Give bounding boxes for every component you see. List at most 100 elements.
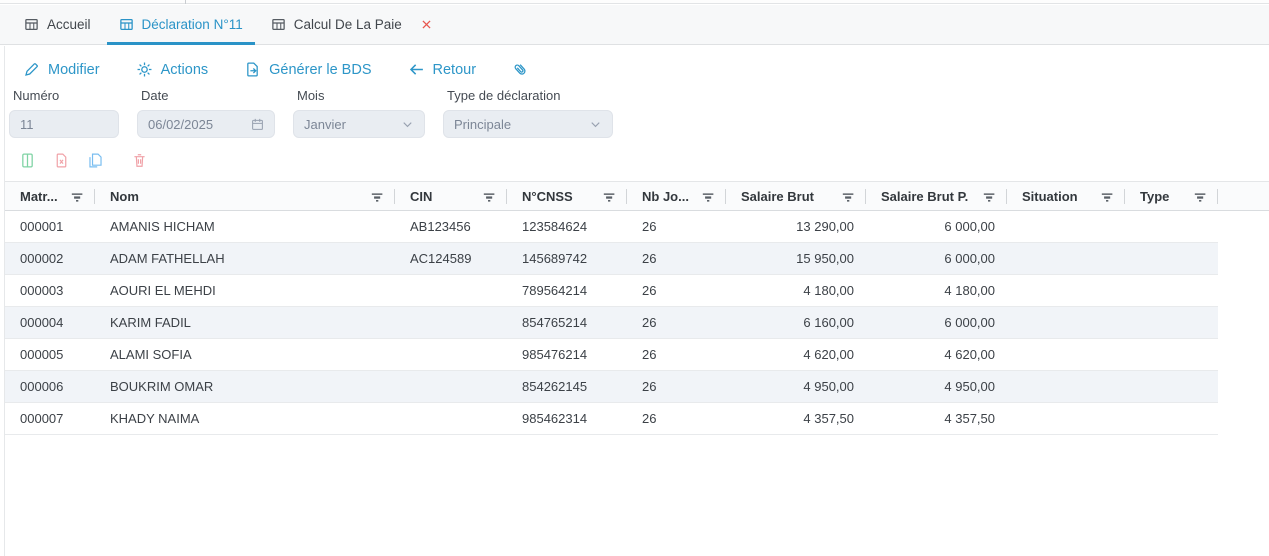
col-situation-header[interactable]: Situation xyxy=(1007,182,1125,210)
col-type-header[interactable]: Type xyxy=(1125,182,1218,210)
chevron-down-icon xyxy=(588,117,603,132)
col-nom-cell: KARIM FADIL xyxy=(110,315,191,330)
col-nom-cell: AMANIS HICHAM xyxy=(110,219,215,234)
grid-body: 000001 AMANIS HICHAM AB123456 123584624 26 13… xyxy=(5,211,1218,435)
column-label: Salaire Brut P. xyxy=(881,188,969,204)
col-nb-jours-header[interactable]: Nb Jo... xyxy=(627,182,726,210)
col-type-cell xyxy=(1125,371,1218,402)
table-row[interactable]: 000002 ADAM FATHELLAH AC124589 145689742 26 1… xyxy=(5,243,1218,275)
column-label: Situation xyxy=(1022,188,1078,204)
numero-field-group: Numéro 11 xyxy=(9,86,119,138)
table-row[interactable]: 000006 BOUKRIM OMAR 854262145 26 4 950,00 4 9… xyxy=(5,371,1218,403)
content-panel: Modifier Actions Générer le BDS Retour Numé… xyxy=(4,46,1269,556)
col-matricule-header[interactable]: Matr... xyxy=(5,182,95,210)
filter-icon[interactable] xyxy=(603,191,616,202)
grid-header: Matr... Nom CIN N°CNSS Nb Jo... Salaire Brut S… xyxy=(5,181,1269,211)
column-label: N°CNSS xyxy=(522,188,573,204)
col-salaire-brut-p-cell: 4 620,00 xyxy=(944,347,995,362)
filter-icon[interactable] xyxy=(842,191,855,202)
table-row[interactable]: 000003 AOURI EL MEHDI 789564214 26 4 180,00 4… xyxy=(5,275,1218,307)
col-situation-cell xyxy=(1007,307,1125,338)
delete-button[interactable] xyxy=(131,152,148,169)
col-cin-cell: AC124589 xyxy=(410,251,472,266)
paperclip-icon xyxy=(512,61,529,78)
tab-calcul-de-la-paie[interactable]: Calcul De La Paie xyxy=(257,5,416,44)
col-ncnss-cell: 854765214 xyxy=(522,315,588,330)
attachment-button[interactable] xyxy=(512,61,529,78)
retour-button[interactable]: Retour xyxy=(408,61,477,78)
edit-file-icon xyxy=(87,152,104,169)
modifier-button[interactable]: Modifier xyxy=(23,61,100,78)
generer-le-bds-button[interactable]: Générer le BDS xyxy=(244,61,372,78)
col-nom-cell: KHADY NAIMA xyxy=(110,411,200,426)
export-excel-button[interactable] xyxy=(19,152,36,169)
col-matricule-cell: 000007 xyxy=(20,411,64,426)
table-row[interactable]: 000005 ALAMI SOFIA 985476214 26 4 620,00 4 62… xyxy=(5,339,1218,371)
type-declaration-select[interactable]: Principale xyxy=(443,110,613,138)
col-type-cell xyxy=(1125,307,1218,338)
column-label: Salaire Brut xyxy=(741,188,814,204)
button-label: Modifier xyxy=(48,61,100,78)
filter-icon[interactable] xyxy=(371,191,384,202)
col-nom-cell: AOURI EL MEHDI xyxy=(110,283,216,298)
column-label: Nom xyxy=(110,188,139,204)
mois-select[interactable]: Janvier xyxy=(293,110,425,138)
button-label: Actions xyxy=(160,61,209,78)
col-situation-cell xyxy=(1007,339,1125,370)
filter-icon[interactable] xyxy=(483,191,496,202)
column-label: Type xyxy=(1140,188,1170,204)
col-nom-cell: ADAM FATHELLAH xyxy=(110,251,225,266)
col-salaire-brut-header[interactable]: Salaire Brut xyxy=(726,182,866,210)
grid-tab-icon xyxy=(119,17,134,32)
grid-tab-icon xyxy=(271,17,286,32)
col-nom-cell: ALAMI SOFIA xyxy=(110,347,192,362)
field-label: Numéro xyxy=(13,88,60,103)
col-ncnss-cell: 854262145 xyxy=(522,379,588,394)
field-value: 11 xyxy=(20,116,34,132)
col-cin-cell xyxy=(395,339,507,370)
table-row[interactable]: 000001 AMANIS HICHAM AB123456 123584624 26 13… xyxy=(5,211,1218,243)
button-label: Retour xyxy=(432,61,477,78)
col-salaire-brut-p-cell: 6 000,00 xyxy=(944,315,995,330)
col-matricule-cell: 000004 xyxy=(20,315,64,330)
tab-accueil[interactable]: Accueil xyxy=(10,5,105,44)
field-label: Type de déclaration xyxy=(447,88,561,103)
filter-icon[interactable] xyxy=(702,191,715,202)
col-type-cell xyxy=(1125,403,1218,434)
filter-icon[interactable] xyxy=(1101,191,1114,202)
filter-icon[interactable] xyxy=(983,191,996,202)
col-matricule-cell: 000006 xyxy=(20,379,64,394)
tab-close-button[interactable] xyxy=(420,5,433,44)
col-situation-cell xyxy=(1007,275,1125,306)
table-row[interactable]: 000007 KHADY NAIMA 985462314 26 4 357,50 4 35… xyxy=(5,403,1218,435)
actions-button[interactable]: Actions xyxy=(136,61,209,78)
col-salaire-brut-cell: 6 160,00 xyxy=(803,315,854,330)
col-nb-jours-cell: 26 xyxy=(642,219,657,234)
col-nb-jours-cell: 26 xyxy=(642,347,657,362)
col-salaire-brut-cell: 13 290,00 xyxy=(796,219,854,234)
col-salaire-brut-p-cell: 4 357,50 xyxy=(944,411,995,426)
field-value: Janvier xyxy=(304,116,346,132)
filter-icon[interactable] xyxy=(1194,191,1207,202)
col-cin-header[interactable]: CIN xyxy=(395,182,507,210)
date-field[interactable]: 06/02/2025 xyxy=(137,110,275,138)
export-pdf-button[interactable] xyxy=(53,152,70,169)
pencil-icon xyxy=(23,61,40,78)
tab-declaration-n11[interactable]: Déclaration N°11 xyxy=(105,5,257,45)
col-ncnss-header[interactable]: N°CNSS xyxy=(507,182,627,210)
col-salaire-brut-p-header[interactable]: Salaire Brut P. xyxy=(866,182,1007,210)
col-matricule-cell: 000005 xyxy=(20,347,64,362)
duplicate-button[interactable] xyxy=(87,152,104,169)
table-row[interactable]: 000004 KARIM FADIL 854765214 26 6 160,00 6 00… xyxy=(5,307,1218,339)
col-matricule-cell: 000001 xyxy=(20,219,64,234)
numero-field[interactable]: 11 xyxy=(9,110,119,138)
field-label: Mois xyxy=(297,88,325,103)
col-nb-jours-cell: 26 xyxy=(642,379,657,394)
col-matricule-cell: 000003 xyxy=(20,283,64,298)
top-strip xyxy=(0,0,1269,4)
filter-icon[interactable] xyxy=(71,191,84,202)
col-nom-header[interactable]: Nom xyxy=(95,182,395,210)
col-salaire-brut-p-cell: 4 950,00 xyxy=(944,379,995,394)
col-salaire-brut-cell: 15 950,00 xyxy=(796,251,854,266)
field-label: Date xyxy=(141,88,169,103)
